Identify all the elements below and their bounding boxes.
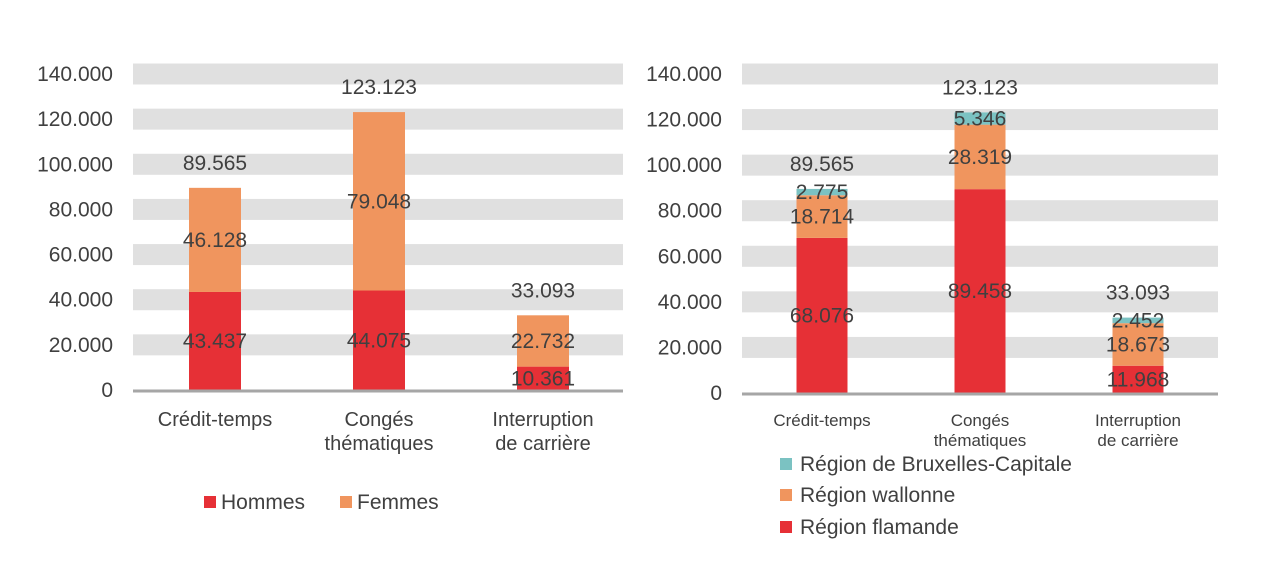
data-label: 44.075 bbox=[347, 329, 411, 352]
y-tick-label: 60.000 bbox=[658, 245, 722, 268]
y-tick-label: 80.000 bbox=[658, 200, 722, 223]
x-tick-label: Interruption bbox=[492, 409, 593, 431]
y-tick-label: 80.000 bbox=[49, 198, 113, 221]
bar-segment bbox=[189, 187, 241, 292]
y-tick-label: 120.000 bbox=[646, 109, 722, 132]
bar-segment bbox=[1112, 365, 1164, 393]
y-tick-label: 120.000 bbox=[37, 108, 113, 131]
y-tick-label: 140.000 bbox=[646, 63, 722, 86]
y-tick-label: 20.000 bbox=[49, 334, 113, 357]
legend-swatch bbox=[780, 489, 792, 501]
legend-swatch bbox=[340, 496, 352, 508]
x-tick-label: thématiques bbox=[325, 433, 434, 455]
data-label: 2.775 bbox=[796, 181, 849, 204]
data-label: 22.732 bbox=[511, 330, 575, 353]
total-label: 89.565 bbox=[183, 152, 247, 175]
data-label: 10.361 bbox=[511, 367, 575, 390]
y-tick-label: 100.000 bbox=[37, 153, 113, 176]
x-tick-label: Congés bbox=[951, 411, 1010, 430]
bar-segment bbox=[954, 189, 1006, 393]
bar-segment bbox=[1112, 323, 1164, 366]
legend-label: Région wallonne bbox=[800, 484, 955, 507]
bar-segment bbox=[189, 291, 241, 390]
bar-segment bbox=[796, 188, 848, 196]
bar-segment bbox=[517, 315, 569, 367]
y-tick-label: 60.000 bbox=[49, 244, 113, 267]
y-tick-label: 40.000 bbox=[658, 291, 722, 314]
bar-segment bbox=[954, 124, 1006, 190]
grid-band bbox=[133, 63, 623, 85]
data-label: 79.048 bbox=[347, 190, 411, 213]
y-tick-label: 0 bbox=[101, 379, 113, 402]
data-label: 43.437 bbox=[183, 330, 247, 353]
bar-segment bbox=[1112, 317, 1164, 324]
total-label: 33.093 bbox=[511, 279, 575, 302]
y-tick-label: 20.000 bbox=[658, 336, 722, 359]
data-label: 68.076 bbox=[790, 304, 854, 327]
legend-label: Femmes bbox=[357, 491, 439, 514]
data-label: 46.128 bbox=[183, 229, 247, 252]
legend-swatch bbox=[780, 521, 792, 533]
legend-swatch bbox=[780, 458, 792, 470]
x-tick-label: de carrière bbox=[1097, 431, 1178, 450]
total-label: 123.123 bbox=[942, 76, 1018, 99]
data-label: 2.452 bbox=[1112, 309, 1165, 332]
legend-swatch bbox=[204, 496, 216, 508]
total-label: 123.123 bbox=[341, 76, 417, 99]
legend-label: Région flamande bbox=[800, 516, 959, 539]
total-label: 89.565 bbox=[790, 153, 854, 176]
bar-segment bbox=[517, 366, 569, 390]
bar-segment bbox=[796, 237, 848, 393]
data-label: 89.458 bbox=[948, 280, 1012, 303]
data-label: 11.968 bbox=[1107, 368, 1170, 391]
bar-segment bbox=[954, 112, 1006, 125]
x-tick-label: Crédit-temps bbox=[773, 411, 870, 430]
grid-band bbox=[742, 63, 1218, 85]
bar-segment bbox=[353, 112, 405, 291]
y-tick-label: 100.000 bbox=[646, 154, 722, 177]
bar-segment bbox=[796, 195, 848, 238]
legend-label: Hommes bbox=[221, 491, 305, 514]
y-tick-label: 140.000 bbox=[37, 63, 113, 86]
data-label: 18.714 bbox=[790, 206, 855, 229]
total-label: 33.093 bbox=[1106, 282, 1170, 305]
x-tick-label: thématiques bbox=[934, 431, 1027, 450]
x-tick-label: Congés bbox=[345, 409, 414, 431]
x-tick-label: Crédit-temps bbox=[158, 409, 272, 431]
y-tick-label: 0 bbox=[710, 382, 722, 405]
bar-segment bbox=[353, 290, 405, 390]
x-tick-label: Interruption bbox=[1095, 411, 1181, 430]
y-tick-label: 40.000 bbox=[49, 289, 113, 312]
data-label: 18.673 bbox=[1106, 333, 1170, 356]
legend-label: Région de Bruxelles-Capitale bbox=[800, 453, 1072, 476]
x-tick-label: de carrière bbox=[495, 433, 591, 455]
data-label: 28.319 bbox=[948, 146, 1012, 169]
data-label: 5.346 bbox=[954, 108, 1007, 131]
